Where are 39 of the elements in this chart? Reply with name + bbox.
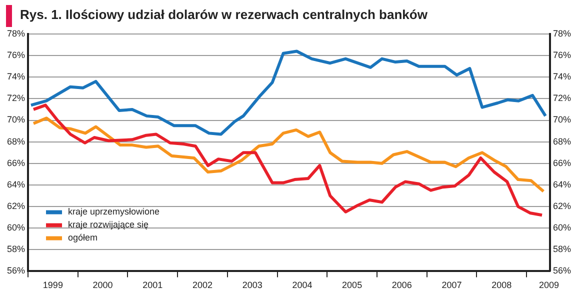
y-tick-label: 72% [7, 93, 26, 104]
legend-label: kraje rozwijające się [68, 220, 149, 230]
y2-tick-label: 76% [552, 50, 571, 60]
y-tick-label: 78% [7, 28, 26, 38]
y2-tick-label: 74% [552, 72, 571, 82]
y-tick-label: 70% [7, 114, 26, 125]
y-tick-label: 74% [7, 72, 26, 82]
y2-tick-label: 66% [552, 158, 571, 168]
chart-title: Rys. 1. Ilościowy udział dolarów w rezerwach centralnych banków [20, 7, 428, 22]
y2-tick-label: 60% [552, 222, 571, 233]
y2-tick-label: 62% [552, 200, 571, 211]
y2-tick-label: 56% [552, 266, 571, 276]
y2-tick-label: 72% [552, 93, 571, 104]
y-tick-label: 58% [7, 244, 26, 254]
y2-tick-label: 70% [552, 114, 571, 125]
y-tick-label: 56% [7, 266, 26, 276]
y-tick-label: 64% [7, 179, 26, 190]
y2-tick-label: 78% [552, 28, 571, 38]
x-tick-label: 2002 [192, 280, 213, 290]
x-tick-label: 2009 [538, 280, 560, 290]
y2-tick-label: 68% [552, 136, 571, 146]
y-tick-label: 62% [7, 200, 26, 211]
x-tick-label: 2001 [142, 280, 163, 290]
x-tick-label: 2006 [392, 280, 412, 290]
y2-tick-label: 64% [552, 179, 571, 190]
legend-label: kraje uprzemysłowione [68, 206, 160, 217]
x-tick-label: 2005 [342, 280, 362, 290]
x-tick-label: 2000 [92, 280, 113, 290]
x-tick-label: 2004 [292, 280, 312, 290]
y-tick-label: 60% [7, 222, 26, 233]
y-tick-label: 76% [7, 50, 26, 60]
x-tick-label: 2003 [242, 280, 262, 290]
y-tick-label: 66% [7, 158, 26, 168]
x-tick-label: 2007 [442, 280, 462, 290]
x-tick-label: 2008 [492, 280, 512, 290]
y2-tick-label: 58% [552, 244, 571, 254]
x-tick-label: 1999 [42, 280, 63, 290]
y-tick-label: 68% [7, 136, 26, 146]
legend-label: ogółem [68, 232, 98, 243]
